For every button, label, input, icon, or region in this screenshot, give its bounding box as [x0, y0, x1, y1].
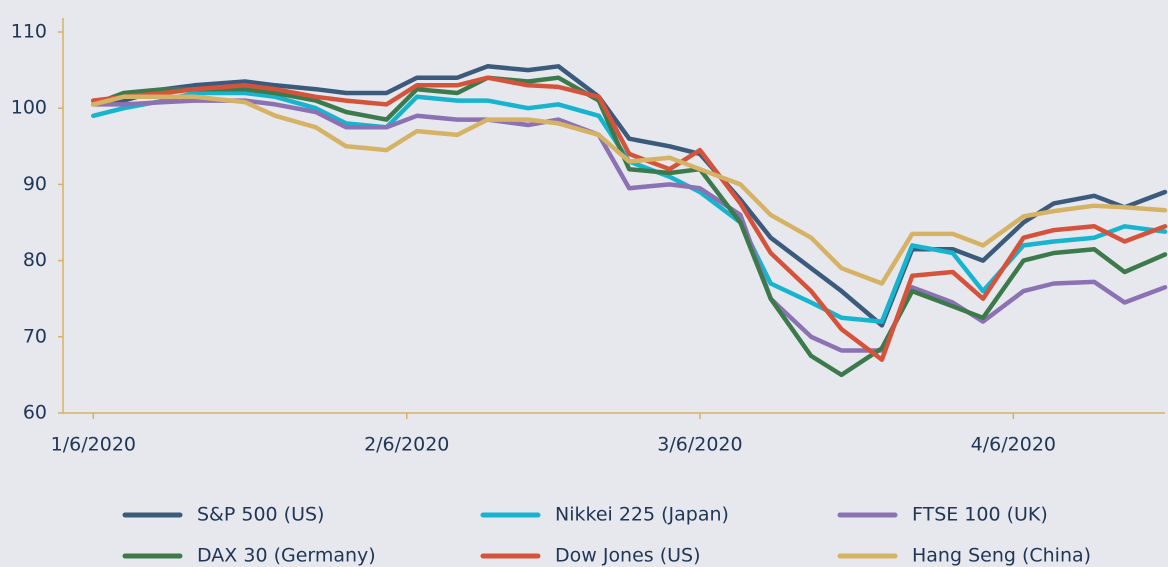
legend-label: DAX 30 (Germany)	[197, 545, 376, 567]
legend-label: Dow Jones (US)	[555, 545, 701, 567]
y-tick-label: 60	[23, 402, 47, 424]
y-tick-label: 100	[11, 97, 47, 119]
x-tick-label: 4/6/2020	[971, 434, 1056, 456]
series-line	[91, 94, 1168, 286]
x-tick-label: 2/6/2020	[364, 434, 449, 456]
y-tick-label: 80	[23, 249, 47, 271]
y-tick-label: 110	[11, 21, 47, 43]
y-tick-label: 90	[23, 173, 47, 195]
legend-label: Hang Seng (China)	[912, 545, 1091, 567]
x-tick-label: 1/6/2020	[51, 434, 136, 456]
legend-label: S&P 500 (US)	[197, 504, 324, 526]
legend-label: FTSE 100 (UK)	[912, 504, 1048, 526]
series-line	[91, 75, 1168, 378]
x-tick-label: 3/6/2020	[657, 434, 742, 456]
series-line	[91, 75, 1168, 362]
y-tick-label: 70	[23, 325, 47, 347]
legend-label: Nikkei 225 (Japan)	[555, 504, 729, 526]
series-line	[91, 98, 1168, 353]
series-line	[91, 64, 1168, 328]
